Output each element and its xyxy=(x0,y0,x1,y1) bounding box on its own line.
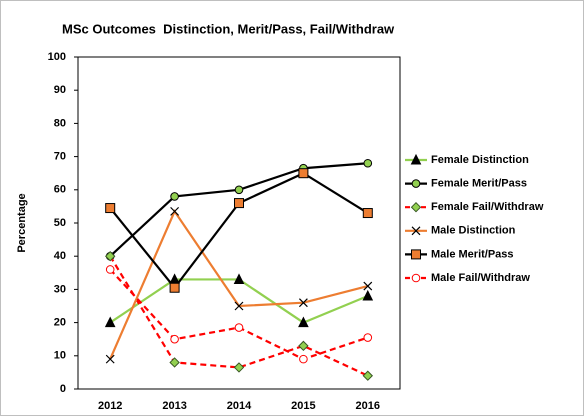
y-axis-label: Percentage xyxy=(16,193,28,252)
data-point xyxy=(363,158,373,168)
y-tick-label: 70 xyxy=(54,151,66,163)
data-point xyxy=(298,316,309,328)
data-point xyxy=(233,273,245,284)
data-point xyxy=(363,281,373,291)
series-line xyxy=(109,255,369,377)
legend-label: Female Fail/Withdraw xyxy=(431,201,544,213)
y-tick-label: 0 xyxy=(60,383,66,395)
legend-marker xyxy=(411,179,421,188)
data-point xyxy=(298,298,308,308)
legend-label: Male Merit/Pass xyxy=(431,248,514,260)
chart-title: MSc Outcomes Distinction, Merit/Pass, Fa… xyxy=(62,21,395,36)
y-tick-label: 20 xyxy=(54,317,66,329)
data-point xyxy=(105,265,115,274)
y-tick-label: 90 xyxy=(54,84,66,96)
y-tick-label: 60 xyxy=(54,184,66,196)
data-point xyxy=(169,282,180,293)
legend-marker xyxy=(411,249,421,260)
data-point xyxy=(234,301,244,311)
y-tick-label: 40 xyxy=(54,250,66,262)
legend-marker xyxy=(411,273,421,283)
data-point xyxy=(170,192,179,201)
data-point xyxy=(298,340,309,352)
data-point xyxy=(299,354,308,364)
y-tick-label: 50 xyxy=(54,217,66,229)
data-point xyxy=(234,185,244,195)
data-point xyxy=(170,334,179,344)
data-point xyxy=(233,362,245,373)
data-point xyxy=(362,370,374,381)
x-tick-label: 2016 xyxy=(356,400,380,412)
data-point xyxy=(170,206,180,216)
data-point xyxy=(234,198,244,209)
legend-marker xyxy=(410,153,422,165)
x-tick-label: 2013 xyxy=(162,400,186,412)
x-tick-label: 2012 xyxy=(98,400,122,412)
data-point xyxy=(298,168,309,179)
legend-label: Male Distinction xyxy=(431,225,516,237)
legend-marker xyxy=(411,226,421,236)
legend-label: Female Distinction xyxy=(431,154,529,166)
legend-label: Male Fail/Withdraw xyxy=(431,272,530,284)
y-tick-label: 10 xyxy=(54,350,66,362)
y-tick-label: 100 xyxy=(48,51,66,63)
data-point xyxy=(105,354,115,364)
data-point xyxy=(362,289,374,301)
legend-label: Female Merit/Pass xyxy=(431,178,527,190)
data-point xyxy=(234,323,244,332)
x-tick-label: 2014 xyxy=(227,400,252,412)
data-point xyxy=(104,250,116,262)
data-point xyxy=(362,208,373,219)
y-tick-label: 30 xyxy=(54,283,66,295)
data-point xyxy=(363,333,373,342)
x-tick-label: 2015 xyxy=(291,400,315,412)
data-point xyxy=(104,316,116,328)
legend-marker xyxy=(410,201,422,213)
data-point xyxy=(105,203,116,214)
data-point xyxy=(169,357,180,368)
y-tick-label: 80 xyxy=(54,117,66,129)
